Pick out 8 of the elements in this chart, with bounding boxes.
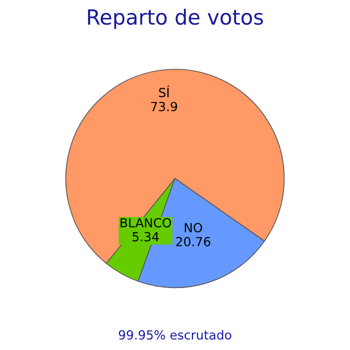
slice-label: SÍ [159, 86, 170, 98]
text: 99.95% escrutado [118, 330, 232, 340]
data-label: 20.76 [176, 236, 210, 246]
chart-title: Reparto de votos [88, 8, 263, 29]
data-label: 73.9 [151, 102, 178, 112]
slice-label: BLANCO [120, 218, 172, 228]
slice-label: NO [184, 222, 202, 232]
data-label: 5.34 [132, 232, 159, 242]
